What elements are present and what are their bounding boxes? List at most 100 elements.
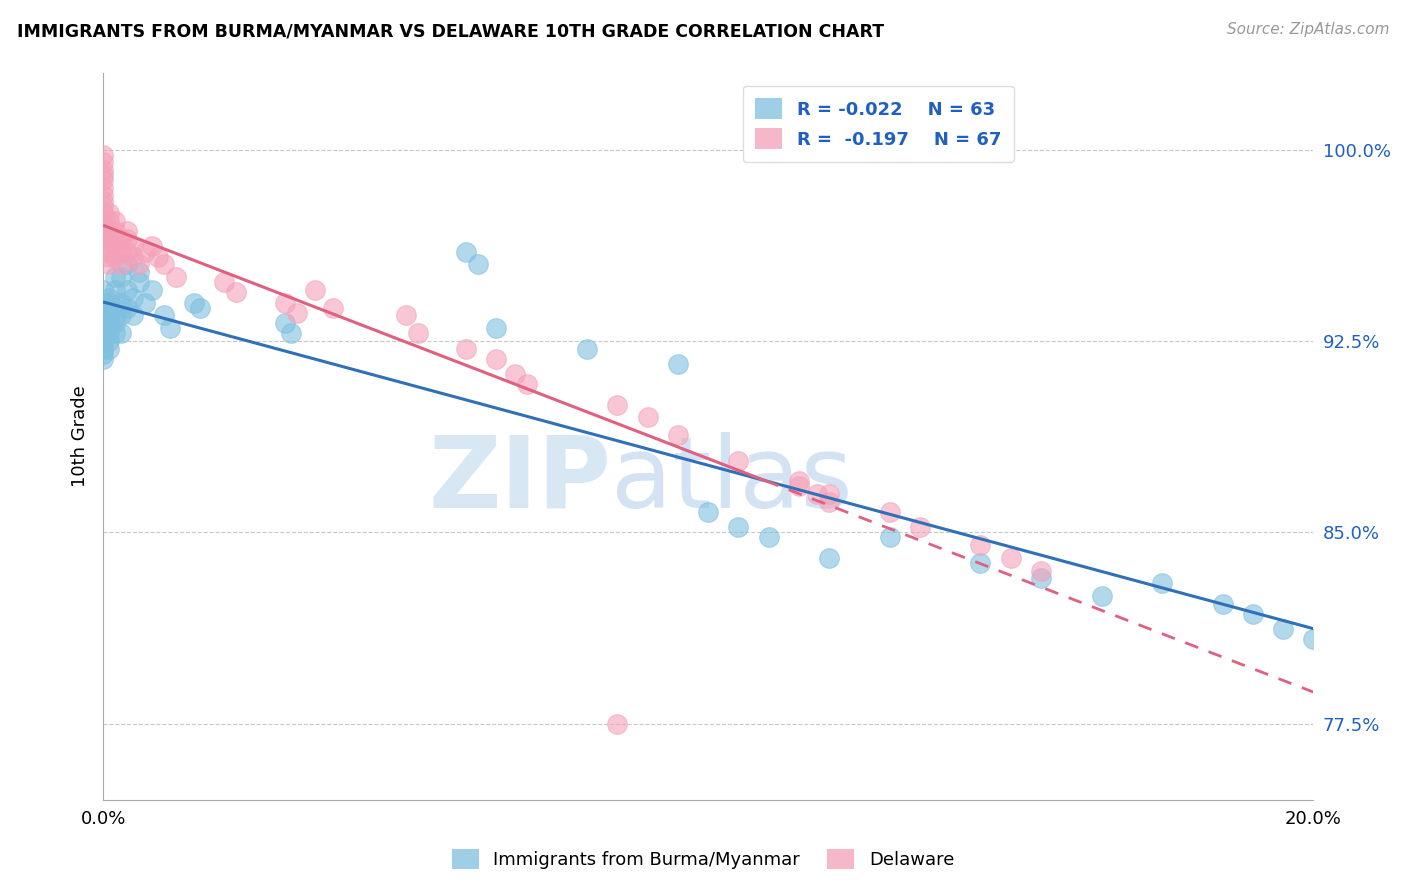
Point — [104, 316, 127, 330]
Point — [122, 309, 145, 323]
Point — [91, 326, 114, 341]
Legend: R = -0.022    N = 63, R =  -0.197    N = 67: R = -0.022 N = 63, R = -0.197 N = 67 — [742, 86, 1014, 161]
Point — [188, 301, 211, 315]
Point — [1150, 576, 1173, 591]
Point — [91, 351, 114, 366]
Point — [697, 505, 720, 519]
Point — [456, 342, 478, 356]
Point — [98, 206, 121, 220]
Point — [110, 232, 132, 246]
Point — [467, 257, 489, 271]
Point — [117, 224, 139, 238]
Point — [98, 244, 121, 259]
Point — [503, 367, 526, 381]
Point — [134, 295, 156, 310]
Point — [104, 326, 127, 341]
Point — [91, 309, 114, 323]
Point — [98, 316, 121, 330]
Point — [159, 321, 181, 335]
Point — [1302, 632, 1324, 647]
Point — [98, 342, 121, 356]
Point — [98, 295, 121, 310]
Point — [879, 530, 901, 544]
Point — [91, 334, 114, 348]
Point — [117, 257, 139, 271]
Point — [285, 306, 308, 320]
Point — [273, 316, 295, 330]
Point — [110, 270, 132, 285]
Point — [122, 250, 145, 264]
Point — [98, 257, 121, 271]
Point — [98, 321, 121, 335]
Point — [879, 505, 901, 519]
Point — [128, 275, 150, 289]
Point — [1241, 607, 1264, 621]
Text: atlas: atlas — [612, 432, 853, 529]
Point — [727, 520, 749, 534]
Point — [666, 357, 689, 371]
Point — [146, 250, 169, 264]
Text: ZIP: ZIP — [429, 432, 612, 529]
Point — [110, 326, 132, 341]
Point — [818, 494, 841, 508]
Point — [98, 214, 121, 228]
Point — [98, 334, 121, 348]
Point — [104, 283, 127, 297]
Point — [1272, 622, 1295, 636]
Point — [152, 257, 174, 271]
Point — [666, 428, 689, 442]
Point — [91, 206, 114, 220]
Point — [456, 244, 478, 259]
Point — [91, 199, 114, 213]
Point — [91, 163, 114, 178]
Point — [104, 270, 127, 285]
Point — [104, 301, 127, 315]
Point — [117, 283, 139, 297]
Point — [117, 244, 139, 259]
Point — [91, 283, 114, 297]
Point — [212, 275, 235, 289]
Point — [134, 244, 156, 259]
Point — [110, 244, 132, 259]
Point — [395, 309, 418, 323]
Point — [606, 398, 628, 412]
Point — [91, 194, 114, 208]
Point — [1000, 550, 1022, 565]
Point — [141, 239, 163, 253]
Point — [908, 520, 931, 534]
Point — [98, 250, 121, 264]
Point — [91, 224, 114, 238]
Point — [1029, 571, 1052, 585]
Point — [165, 270, 187, 285]
Point — [280, 326, 302, 341]
Point — [183, 295, 205, 310]
Point — [128, 257, 150, 271]
Point — [1029, 564, 1052, 578]
Point — [1090, 589, 1112, 603]
Point — [485, 351, 508, 366]
Point — [91, 181, 114, 195]
Point — [104, 224, 127, 238]
Point — [98, 239, 121, 253]
Point — [91, 173, 114, 187]
Point — [104, 239, 127, 253]
Point — [117, 232, 139, 246]
Point — [516, 377, 538, 392]
Point — [122, 291, 145, 305]
Point — [98, 224, 121, 238]
Y-axis label: 10th Grade: 10th Grade — [72, 385, 89, 487]
Point — [1211, 597, 1233, 611]
Point — [273, 295, 295, 310]
Point — [787, 475, 810, 489]
Point — [406, 326, 429, 341]
Point — [128, 265, 150, 279]
Point — [98, 232, 121, 246]
Point — [98, 301, 121, 315]
Text: IMMIGRANTS FROM BURMA/MYANMAR VS DELAWARE 10TH GRADE CORRELATION CHART: IMMIGRANTS FROM BURMA/MYANMAR VS DELAWAR… — [17, 22, 884, 40]
Point — [110, 309, 132, 323]
Point — [98, 309, 121, 323]
Legend: Immigrants from Burma/Myanmar, Delaware: Immigrants from Burma/Myanmar, Delaware — [443, 839, 963, 879]
Point — [91, 346, 114, 360]
Point — [98, 309, 121, 323]
Point — [110, 295, 132, 310]
